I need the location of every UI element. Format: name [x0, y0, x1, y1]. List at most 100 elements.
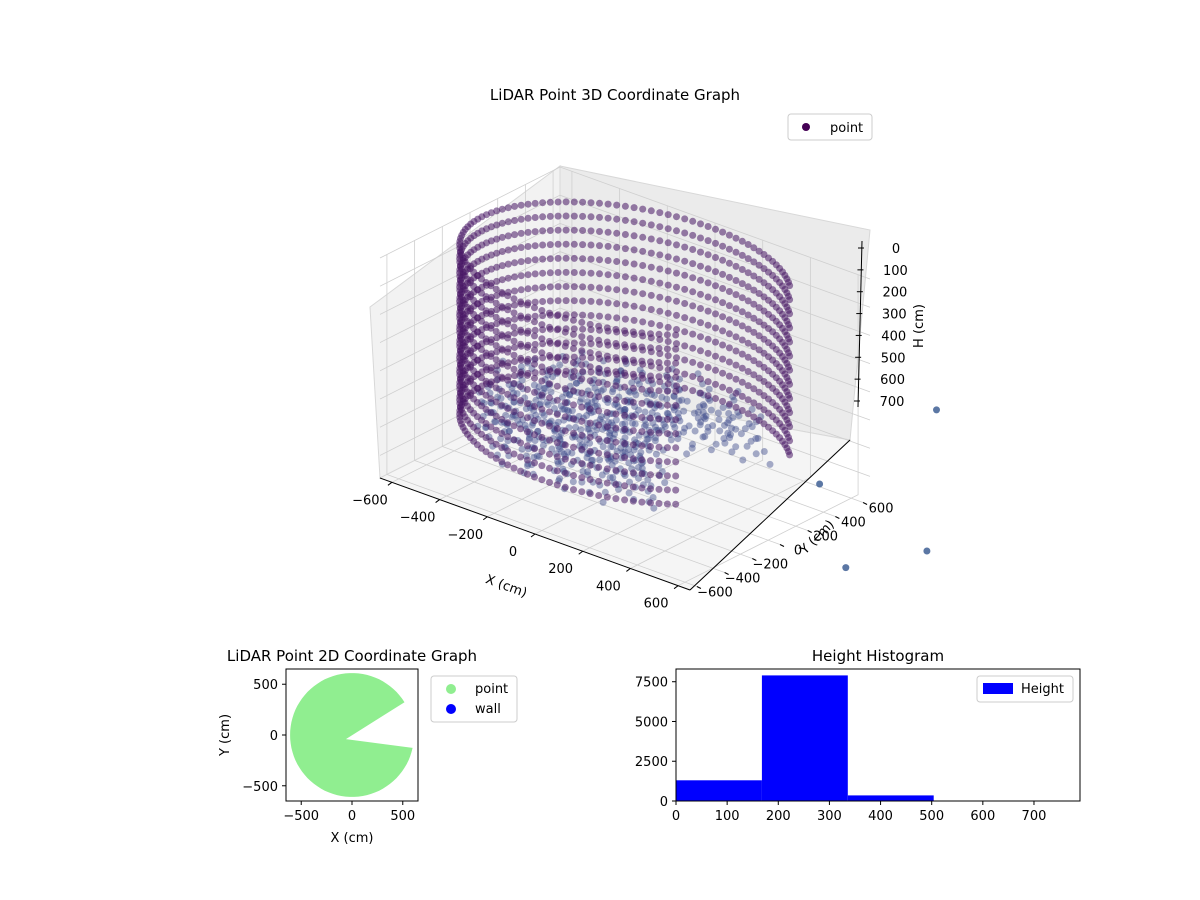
y-tick-label: 5000: [635, 715, 668, 730]
points-3d: [456, 198, 940, 572]
wall-point-3d: [595, 435, 603, 443]
wall-point-3d: [656, 321, 664, 329]
wall-point-3d: [578, 431, 586, 439]
wall-point-3d: [647, 221, 655, 229]
wall-point-3d: [587, 283, 595, 291]
wall-point-3d: [524, 313, 532, 321]
point-3d: [699, 433, 707, 441]
wall-point-3d: [562, 240, 570, 248]
wall-point-3d: [511, 315, 519, 323]
wall-point-3d: [630, 204, 638, 212]
wall-point-3d: [482, 391, 490, 399]
wall-point-3d: [579, 241, 587, 249]
grid-line: [534, 223, 716, 535]
wall-point-3d: [554, 283, 562, 291]
wall-point-3d: [630, 218, 638, 226]
x-tick-label: 300: [817, 809, 842, 824]
wall-point-3d: [697, 248, 704, 256]
point-3d: [625, 459, 633, 467]
wall-point-3d: [504, 204, 512, 212]
wall-point-3d: [492, 342, 500, 350]
wall-point-3d: [604, 214, 612, 222]
histogram-title: Height Histogram: [812, 647, 944, 665]
wall-point-3d: [498, 219, 506, 227]
point-3d: [556, 475, 564, 483]
wall-point-3d: [498, 346, 506, 354]
wall-point-3d: [750, 258, 758, 266]
wall-point-3d: [738, 237, 746, 245]
wall-point-3d: [546, 339, 554, 347]
wall-point-3d: [647, 428, 654, 436]
point-3d: [558, 448, 565, 455]
point-3d: [709, 422, 717, 430]
wall-point-3d: [578, 403, 586, 411]
wall-point-3d: [629, 469, 637, 477]
wall-point-3d: [511, 287, 519, 295]
wall-point-3d: [744, 325, 752, 333]
wall-point-3d: [603, 465, 611, 473]
wall-point-3d: [744, 255, 752, 263]
wall-point-3d: [546, 380, 553, 388]
outlier-point-3d: [842, 564, 850, 572]
wall-point-3d: [760, 378, 768, 385]
wall-point-3d: [604, 299, 612, 307]
wall-point-3d: [672, 430, 680, 438]
point-3d: [564, 448, 572, 456]
wall-point-3d: [586, 419, 594, 427]
point-3d: [541, 385, 549, 392]
point-cloud-2d: [290, 673, 413, 797]
histogram-bar: [676, 780, 762, 801]
x-tick-label: 400: [868, 809, 893, 824]
wall-point-3d: [655, 344, 663, 352]
point-3d: [609, 474, 617, 481]
point-3d: [536, 400, 544, 408]
wall-point-3d: [524, 200, 532, 208]
wall-point-3d: [531, 346, 538, 354]
wall-point-3d: [523, 400, 531, 408]
point-3d: [621, 434, 629, 442]
point-3d: [530, 381, 538, 389]
wall-point-3d: [604, 285, 612, 293]
wall-point-3d: [655, 373, 663, 381]
wall-point-3d: [538, 321, 546, 329]
point-3d: [663, 395, 671, 403]
wall-point-3d: [587, 368, 595, 376]
wall-point-3d: [595, 421, 603, 429]
point-3d: [607, 443, 615, 451]
wall-point-3d: [673, 326, 680, 333]
wall-point-3d: [492, 412, 500, 420]
histogram-legend-label: Height: [1021, 682, 1064, 697]
wall-point-3d: [578, 445, 586, 453]
wall-point-3d: [673, 213, 680, 221]
point-3d: [696, 421, 704, 429]
point-3d: [577, 426, 585, 434]
wall-point-3d: [760, 392, 768, 400]
wall-point-3d: [546, 255, 554, 263]
point-3d: [584, 425, 592, 433]
y-tick-label: 2500: [635, 755, 668, 770]
wall-point-3d: [689, 330, 697, 338]
wall-point-3d: [570, 198, 578, 206]
wall-point-3d: [539, 326, 547, 334]
z-axis-label: H (cm): [912, 304, 927, 348]
point-3d: [705, 385, 713, 393]
wall-point-3d: [725, 288, 733, 295]
wall-point-3d: [493, 292, 501, 299]
wall-point-3d: [517, 342, 525, 350]
x-axis-label: X (cm): [483, 572, 529, 601]
wall-point-3d: [554, 311, 562, 319]
grid-line: [414, 240, 725, 573]
wall-point-3d: [697, 220, 704, 228]
point-3d: [741, 425, 749, 433]
point-3d: [596, 416, 604, 423]
wall-point-3d: [638, 456, 646, 464]
wall-point-3d: [664, 239, 672, 247]
wall-point-3d: [655, 330, 663, 338]
point-3d: [565, 408, 573, 416]
wall-point-3d: [673, 283, 680, 291]
wall-point-3d: [621, 440, 629, 447]
point-3d: [609, 388, 616, 396]
wall-point-3d: [504, 461, 512, 469]
wall-point-3d: [738, 364, 746, 372]
wall-point-3d: [517, 356, 525, 364]
